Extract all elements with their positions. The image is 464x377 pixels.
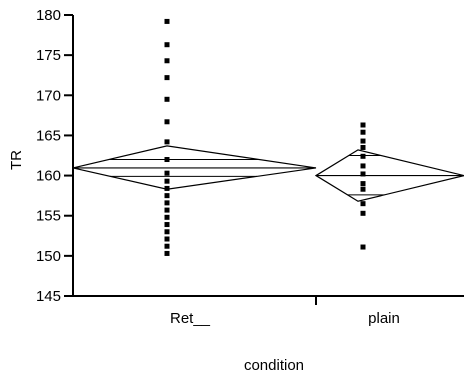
data-point	[360, 153, 366, 159]
data-point	[360, 138, 366, 144]
data-point	[164, 139, 170, 145]
y-tick-label: 145	[36, 288, 61, 305]
x-tick-label: plain	[368, 310, 400, 327]
data-point	[164, 236, 170, 242]
data-point	[164, 119, 170, 125]
tick-layer: 145 150 155 160 165 170 175 180 Ret__ plain	[36, 7, 400, 327]
data-point	[164, 214, 170, 220]
y-tick-label: 180	[36, 7, 61, 24]
data-point	[360, 163, 366, 169]
data-point	[164, 207, 170, 213]
data-point	[360, 129, 366, 135]
data-point	[164, 18, 170, 24]
data-point	[164, 58, 170, 64]
data-point	[164, 185, 170, 191]
data-point	[164, 170, 170, 176]
data-point	[164, 157, 170, 163]
data-point	[164, 193, 170, 199]
data-point	[360, 122, 366, 128]
x-axis-title: condition	[244, 357, 304, 374]
data-point	[164, 222, 170, 228]
data-point	[164, 250, 170, 256]
data-point	[360, 181, 366, 187]
y-tick-label: 170	[36, 87, 61, 104]
mean-diamond	[314, 149, 464, 202]
y-tick-label: 165	[36, 127, 61, 144]
data-point	[360, 144, 366, 150]
y-tick-label: 150	[36, 248, 61, 265]
data-point	[164, 243, 170, 249]
axes	[72, 15, 464, 297]
y-axis-title: TR	[8, 150, 25, 170]
diamond-layer	[72, 145, 464, 202]
data-point	[164, 200, 170, 206]
points-layer	[164, 18, 366, 256]
x-tick-label: Ret__	[170, 310, 211, 327]
data-point	[164, 75, 170, 81]
data-point	[164, 42, 170, 48]
y-tick-label: 160	[36, 168, 61, 185]
data-point	[164, 96, 170, 102]
data-point	[360, 210, 366, 216]
y-tick-label: 155	[36, 208, 61, 225]
y-tick-label: 175	[36, 47, 61, 64]
data-point	[360, 201, 366, 207]
data-point	[360, 244, 366, 250]
data-point	[164, 178, 170, 184]
data-point	[360, 186, 366, 192]
data-point	[360, 171, 366, 177]
data-point	[164, 229, 170, 235]
